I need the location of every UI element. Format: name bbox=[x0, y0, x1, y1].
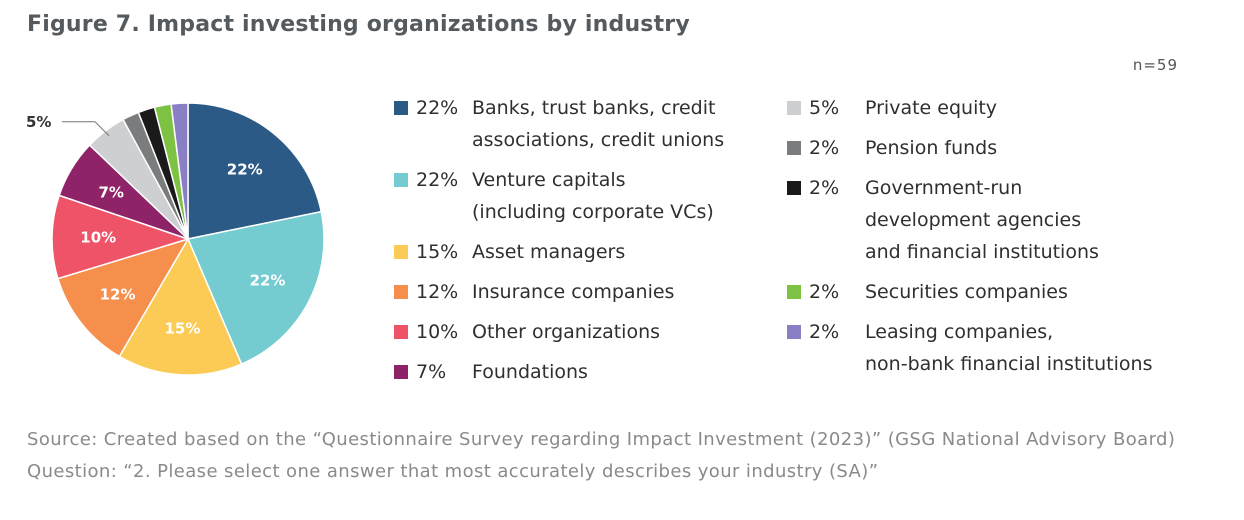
legend-label: Private equity bbox=[865, 97, 998, 119]
legend-percent: 22% bbox=[416, 169, 459, 191]
legend-percent: 2% bbox=[809, 281, 840, 303]
legend-label: Insurance companies bbox=[472, 281, 675, 303]
legend-label: Securities companies bbox=[865, 281, 1068, 303]
legend-label: Foundations bbox=[472, 361, 588, 383]
legend-swatch bbox=[394, 365, 408, 379]
legend-label: Pension funds bbox=[865, 137, 998, 159]
legend-percent: 10% bbox=[416, 321, 459, 343]
callout-label: 5% bbox=[26, 113, 51, 131]
legend-label: Asset managers bbox=[472, 241, 626, 263]
slice-label-1: 22% bbox=[250, 272, 286, 290]
legend-item: 22% Venture capitals (including corporate… bbox=[394, 164, 714, 228]
pie-slice-10 bbox=[170, 102, 189, 240]
slice-label-3: 12% bbox=[100, 286, 136, 304]
pie-chart: 22% 22% 15% 12% 10% 7% 5% bbox=[26, 102, 325, 376]
legend-item: 2% Leasing companies, non-bank financial … bbox=[787, 316, 1152, 380]
legend-label: Government-run development agencies and … bbox=[865, 177, 1099, 263]
legend-swatch bbox=[394, 325, 408, 339]
source-note: Source: Created based on the “Questionna… bbox=[27, 429, 1176, 482]
legend-item: 10% Other organizations bbox=[394, 316, 660, 348]
legend: 22% Banks, trust banks, credit associatio… bbox=[394, 92, 1152, 388]
legend-percent: 2% bbox=[809, 137, 840, 159]
pie-slice-0 bbox=[187, 102, 323, 240]
legend-item: 2% Securities companies bbox=[787, 276, 1068, 308]
legend-swatch bbox=[394, 285, 408, 299]
legend-swatch bbox=[394, 101, 408, 115]
legend-label: Venture capitals (including corporate VC… bbox=[472, 169, 714, 223]
legend-percent: 22% bbox=[416, 97, 459, 119]
legend-label: Other organizations bbox=[472, 321, 661, 343]
legend-percent: 2% bbox=[809, 321, 840, 343]
legend-item: 5% Private equity bbox=[787, 92, 997, 124]
legend-percent: 5% bbox=[809, 97, 840, 119]
legend-item: 22% Banks, trust banks, credit associatio… bbox=[394, 92, 724, 156]
legend-swatch bbox=[787, 141, 801, 155]
legend-item: 15% Asset managers bbox=[394, 236, 625, 268]
legend-swatch bbox=[394, 245, 408, 259]
legend-swatch bbox=[787, 181, 801, 195]
legend-item: 2% Pension funds bbox=[787, 132, 997, 164]
legend-item: 12% Insurance companies bbox=[394, 276, 674, 308]
legend-percent: 2% bbox=[809, 177, 840, 199]
legend-percent: 15% bbox=[416, 241, 459, 263]
legend-swatch bbox=[787, 101, 801, 115]
slice-label-5: 7% bbox=[98, 184, 123, 202]
legend-percent: 7% bbox=[416, 361, 447, 383]
pie-slice-1 bbox=[186, 210, 325, 366]
sample-size-label: n=59 bbox=[1132, 56, 1178, 74]
slice-label-4: 10% bbox=[80, 229, 116, 247]
legend-swatch bbox=[787, 325, 801, 339]
legend-item: 7% Foundations bbox=[394, 356, 588, 388]
pie-slice-4 bbox=[51, 194, 191, 280]
legend-label: Leasing companies, non-bank financial in… bbox=[865, 321, 1153, 375]
pie-slice-3 bbox=[56, 237, 190, 358]
legend-percent: 12% bbox=[416, 281, 459, 303]
legend-swatch bbox=[787, 285, 801, 299]
legend-item: 2% Government-run development agencies an… bbox=[787, 172, 1099, 268]
chart-title: Figure 7. Impact investing organizations… bbox=[27, 12, 690, 37]
pie-slice-2 bbox=[118, 237, 243, 376]
slice-label-2: 15% bbox=[164, 320, 200, 338]
slice-label-0: 22% bbox=[227, 160, 263, 178]
legend-label: Banks, trust banks, credit associations,… bbox=[472, 97, 725, 151]
callout-line bbox=[62, 121, 110, 137]
legend-swatch bbox=[394, 173, 408, 187]
